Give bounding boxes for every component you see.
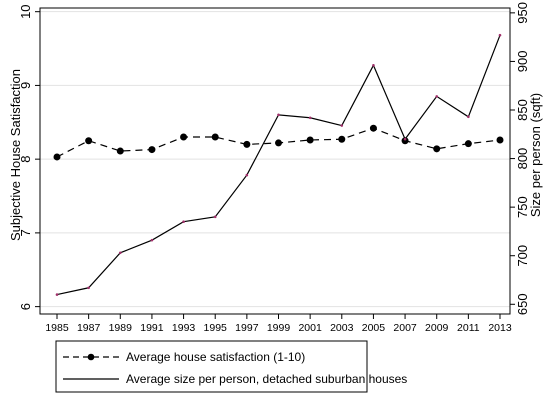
y-left-tick-label: 7 (18, 229, 33, 236)
series-line-size (56, 34, 501, 296)
legend-marker-satisfaction (87, 353, 95, 361)
x-tick-label: 1999 (267, 322, 291, 334)
satisfaction-point (53, 153, 61, 161)
x-tick-label: 2009 (425, 322, 449, 334)
y-axis-right-label: Size per person (sqft) (528, 93, 543, 217)
x-tick-label: 1991 (140, 322, 164, 334)
x-tick-label: 1995 (204, 322, 228, 334)
satisfaction-point (148, 146, 156, 154)
satisfaction-point (275, 139, 282, 147)
size-point (87, 286, 90, 290)
legend-label-satisfaction: Average house satisfaction (1-10) (126, 350, 305, 364)
legend-label-size: Average size per person, detached suburb… (126, 372, 407, 386)
y-axis-right: 650 700 750 800 850 900 950 (510, 2, 530, 315)
y-right-tick-label: 700 (515, 245, 530, 267)
x-tick-label: 1985 (45, 322, 69, 334)
satisfaction-point (338, 135, 346, 143)
y-right-tick-label: 750 (515, 196, 530, 218)
x-tick-label: 1987 (77, 322, 101, 334)
size-point (182, 220, 185, 224)
satisfaction-point (180, 133, 188, 141)
satisfaction-point (496, 136, 504, 144)
satisfaction-point (433, 145, 441, 153)
satisfaction-point (401, 137, 409, 145)
y-axis-left: 6 7 8 9 10 (18, 4, 40, 310)
y-right-tick-label: 650 (515, 293, 530, 315)
size-point (213, 215, 217, 219)
y-axis-left-label: Subjective House Satisfaction (8, 69, 23, 241)
size-point (245, 173, 249, 177)
x-tick-label: 2001 (298, 322, 322, 334)
y-left-tick-label: 8 (18, 156, 33, 163)
size-point (340, 124, 344, 127)
legend: Average house satisfaction (1-10) Averag… (55, 340, 407, 393)
size-point (150, 238, 154, 242)
series-layer (53, 33, 504, 296)
x-tick-label: 2005 (362, 322, 386, 334)
satisfaction-point (369, 124, 377, 132)
grid-lines (40, 11, 510, 308)
y-right-tick-label: 950 (515, 2, 530, 24)
x-axis: 1985 1987 1989 1991 1993 1995 1997 1999 2001 2003… (45, 314, 512, 334)
satisfaction-point (464, 140, 472, 148)
x-tick-label: 2007 (393, 322, 417, 334)
satisfaction-point (85, 137, 93, 145)
y-left-tick-label: 6 (18, 303, 33, 310)
plot-area (39, 7, 511, 315)
x-tick-label: 2013 (488, 322, 512, 334)
size-point (118, 251, 122, 255)
x-tick-label: 1997 (235, 322, 259, 334)
size-point (277, 113, 280, 117)
size-point (308, 116, 312, 120)
size-point (55, 293, 59, 296)
x-tick-label: 2003 (330, 322, 354, 334)
x-tick-label: 2011 (457, 322, 480, 334)
y-right-tick-label: 900 (515, 51, 530, 73)
x-tick-label: 1989 (109, 322, 133, 334)
satisfaction-point (243, 140, 251, 148)
size-point (467, 115, 470, 119)
size-point (403, 137, 407, 141)
legend-box (55, 340, 368, 393)
y-left-tick-label: 10 (18, 4, 33, 18)
satisfaction-point (306, 136, 314, 144)
size-point (435, 95, 439, 98)
x-tick-label: 1993 (172, 322, 196, 334)
satisfaction-point (116, 147, 124, 155)
y-left-tick-label: 9 (18, 82, 33, 89)
size-point (372, 64, 375, 67)
y-right-tick-label: 800 (515, 148, 530, 170)
y-right-tick-label: 850 (515, 99, 530, 121)
satisfaction-point (211, 133, 219, 141)
size-point (498, 33, 502, 37)
